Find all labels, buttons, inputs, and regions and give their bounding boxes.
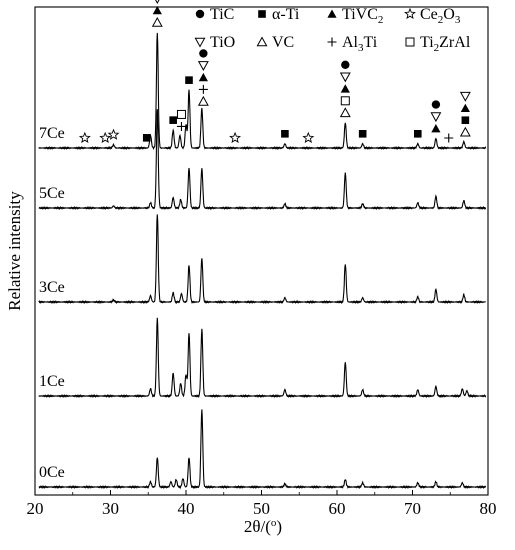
peak-marker-filled-triangle-icon — [431, 124, 441, 133]
peak-marker-filled-square-icon — [142, 134, 151, 142]
legend-label: TiVC2 — [342, 6, 383, 26]
x-tick-label-50: 50 — [253, 499, 270, 518]
peak-marker-plus-icon — [176, 121, 186, 131]
peak-marker-open-down-triangle-icon — [339, 72, 351, 83]
y-axis-label: Relative intensity — [5, 191, 24, 311]
series-line-3Ce — [38, 214, 487, 305]
peak-marker-open-square-icon — [340, 96, 350, 106]
peak-marker-filled-triangle-icon — [460, 103, 470, 113]
series-line-7Ce — [38, 32, 487, 151]
legend-filled-circle-icon — [195, 9, 205, 19]
series-label-5Ce: 5Ce — [39, 185, 65, 202]
legend-label: Al3Ti — [342, 34, 378, 54]
legend-label: TiC — [210, 6, 234, 23]
series-line-1Ce — [38, 317, 487, 399]
peak-marker-open-down-triangle-icon — [459, 91, 471, 102]
peak-marker-open-triangle-icon — [339, 107, 351, 118]
legend-label: TiO — [210, 34, 235, 51]
series-label-3Ce: 3Ce — [39, 279, 65, 296]
peak-marker-filled-circle-icon — [431, 100, 441, 109]
series-label-7Ce: 7Ce — [39, 125, 65, 142]
legend-open-star-icon — [404, 7, 416, 20]
peak-marker-open-star-icon — [99, 131, 112, 144]
peak-marker-open-down-triangle-icon — [430, 112, 442, 123]
x-tick-label-30: 30 — [102, 499, 119, 518]
x-tick-label-20: 20 — [27, 499, 44, 518]
peak-marker-plus-icon — [444, 133, 454, 143]
legend-filled-triangle-icon — [327, 9, 337, 18]
legend-label: α-Ti — [272, 6, 300, 23]
peak-marker-open-triangle-icon — [459, 126, 471, 137]
x-tick-label-60: 60 — [329, 499, 346, 518]
peak-marker-open-down-triangle-icon — [197, 61, 209, 71]
peak-marker-open-star-icon — [107, 128, 120, 140]
legend-plus-icon — [327, 37, 337, 47]
peak-marker-open-star-icon — [78, 131, 91, 144]
legend-label: Ti2ZrAl — [420, 34, 471, 54]
legend-label: Ce2O3 — [420, 6, 461, 26]
peak-marker-open-square-icon — [176, 109, 186, 119]
x-tick-label-80: 80 — [480, 499, 497, 518]
peak-marker-open-star-icon — [229, 131, 241, 144]
series-labels: 0Ce 1Ce 3Ce 5Ce 7Ce — [39, 125, 65, 481]
peak-marker-filled-square-icon — [185, 76, 193, 84]
peak-markers — [78, 0, 471, 144]
x-axis: 20 30 40 50 60 70 80 — [27, 490, 497, 518]
series-line-5Ce — [38, 109, 487, 211]
series-label-0Ce: 0Ce — [39, 464, 65, 481]
series-label-1Ce: 1Ce — [39, 373, 65, 390]
peak-marker-filled-triangle-icon — [340, 84, 350, 93]
legend-open-square-icon — [405, 37, 415, 47]
series-curves — [38, 32, 487, 490]
x-tick-label-40: 40 — [178, 499, 195, 518]
peak-marker-open-triangle-icon — [197, 95, 209, 106]
peak-marker-open-star-icon — [302, 131, 315, 144]
peak-marker-filled-square-icon — [358, 130, 367, 138]
x-tick-label-70: 70 — [404, 499, 421, 518]
peak-marker-filled-square-icon — [413, 130, 422, 138]
legend-open-down-triangle-icon — [194, 37, 206, 48]
peak-marker-filled-triangle-icon — [152, 6, 162, 15]
peak-marker-filled-triangle-icon — [198, 72, 208, 82]
peak-marker-open-triangle-icon — [151, 16, 163, 27]
peak-marker-filled-circle-icon — [199, 49, 208, 58]
legend-open-triangle-icon — [256, 36, 268, 47]
peak-marker-plus-icon — [198, 84, 208, 94]
peak-marker-filled-square-icon — [169, 116, 177, 124]
series-line-0Ce — [38, 409, 487, 490]
x-axis-label: 2θ/(o) — [244, 517, 282, 536]
legend-filled-square-icon — [258, 10, 266, 18]
legend-label: VC — [272, 34, 294, 51]
peak-marker-filled-circle-icon — [341, 60, 350, 69]
peak-marker-filled-square-icon — [281, 130, 289, 138]
legend: TiC α-Ti TiVC2 Ce2O3 TiO VC Al3Ti Ti2ZrAl — [194, 6, 471, 54]
peak-marker-filled-square-icon — [461, 116, 470, 125]
